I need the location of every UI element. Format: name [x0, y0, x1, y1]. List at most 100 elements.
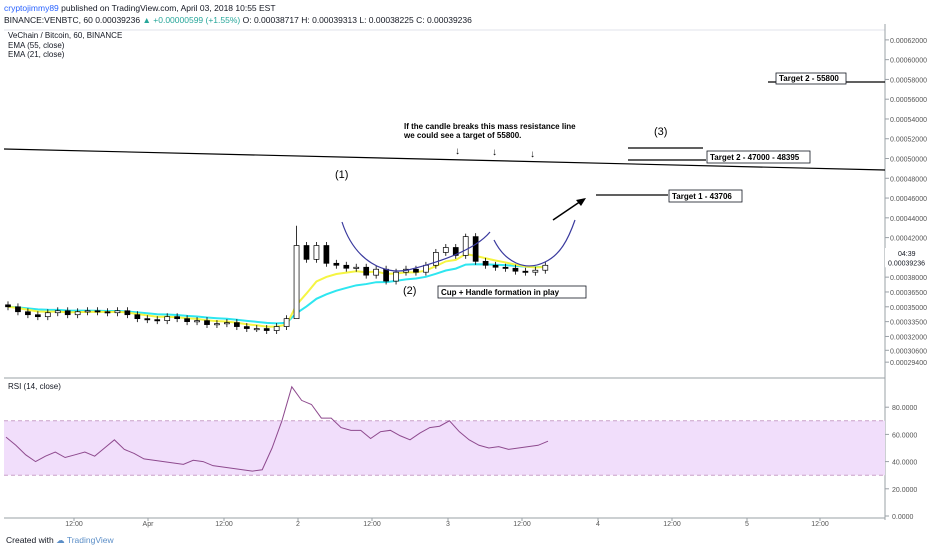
candle	[25, 311, 31, 316]
legend-rsi: RSI (14, close)	[8, 382, 61, 391]
created-with-text: Created with	[6, 535, 54, 545]
candle	[472, 236, 479, 262]
candle	[144, 318, 151, 321]
candle	[462, 236, 469, 256]
legend-title: VeChain / Bitcoin, 60, BINANCE	[8, 31, 122, 40]
resistance-note-line1: If the candle breaks this mass resistanc…	[404, 122, 576, 131]
resistance-note-box[interactable]	[399, 119, 559, 143]
arrow-head-icon	[576, 198, 586, 206]
candle	[64, 310, 71, 316]
candle	[532, 269, 539, 273]
candle	[84, 310, 91, 313]
cup-curve	[341, 221, 491, 272]
footer: Created with ☁ TradingView	[6, 535, 114, 546]
candle	[174, 316, 180, 320]
price-tick-label: 0.00042000	[890, 236, 927, 243]
author-link[interactable]: cryptojimmy89	[4, 3, 59, 13]
handle-curve	[493, 219, 576, 267]
price-tick-label: 0.00029400	[890, 360, 927, 367]
label-2: (2)	[403, 285, 416, 297]
candle	[5, 304, 11, 308]
last-price-tag	[885, 257, 931, 268]
countdown-tag	[885, 248, 931, 258]
rsi-tick-label: 20.0000	[892, 487, 917, 494]
candle	[224, 322, 230, 325]
candle	[512, 267, 519, 272]
candle	[542, 264, 549, 271]
target1-box[interactable]	[668, 189, 743, 203]
price-tick-label: 0.00062000	[890, 38, 927, 45]
time-tick-label: 12:00	[811, 521, 829, 528]
price-axis: 0.00029400 0.00030600 0.00032000 0.00033500…	[885, 38, 927, 367]
time-tick-label: 12:00	[513, 521, 531, 528]
label-1: (1)	[335, 169, 348, 181]
down-arrow-icon: ↓	[530, 149, 535, 160]
time-tick-label: 12:00	[65, 521, 83, 528]
candle	[273, 326, 280, 331]
time-tick-label: 12:00	[215, 521, 233, 528]
rsi-tick-label: 80.0000	[892, 405, 917, 412]
candle	[433, 252, 439, 266]
time-tick-label: 12:00	[663, 521, 681, 528]
rsi-tick-label: 60.0000	[892, 432, 917, 439]
candle	[413, 268, 419, 273]
candle	[243, 326, 250, 329]
candle	[184, 318, 190, 322]
candle	[134, 314, 141, 320]
candle	[373, 268, 379, 276]
price-tick-label: 0.00038000	[890, 275, 927, 282]
candle	[54, 310, 61, 314]
tradingview-brand[interactable]: TradingView	[66, 535, 114, 545]
candle	[74, 311, 81, 316]
publish-info: published on TradingView.com, April 03, …	[61, 3, 276, 13]
price-tick-label: 0.00044000	[890, 216, 927, 223]
legend-ema55: EMA (55, close)	[8, 41, 65, 50]
price-tick-label: 0.00035000	[890, 305, 927, 312]
ohlc-values: O: 0.00038717 H: 0.00039313 L: 0.0003822…	[242, 15, 472, 25]
publish-line: cryptojimmy89 published on TradingView.c…	[4, 2, 472, 14]
cup-handle-label: Cup + Handle formation in play	[441, 288, 560, 297]
time-tick-label: 4	[596, 521, 600, 528]
candle	[393, 271, 399, 282]
candle	[204, 320, 210, 325]
candle	[94, 310, 101, 313]
candle	[154, 319, 161, 322]
symbol-name: BINANCE:VENBTC, 60	[4, 15, 93, 25]
cup-handle-box[interactable]	[437, 285, 587, 299]
target1-label: Target 1 - 43706	[672, 192, 732, 201]
target2-box[interactable]	[775, 72, 847, 85]
price-tick-label: 0.00060000	[890, 58, 927, 65]
price-tick-label: 0.00054000	[890, 117, 927, 124]
target2-range-label: Target 2 - 47000 - 48395	[710, 153, 800, 162]
time-axis: 12:00 Apr 12:00 2 12:00 3 12:00 4 12:00 5 12:00	[65, 518, 829, 528]
candle	[44, 312, 51, 318]
candle	[323, 245, 330, 264]
rsi-tick-label: 0.0000	[892, 514, 914, 521]
price-tick-label: 0.00056000	[890, 97, 927, 104]
candles	[5, 225, 549, 334]
price-tick-label: 0.00052000	[890, 137, 927, 144]
target2-range-box[interactable]	[706, 150, 811, 164]
candle	[104, 311, 111, 314]
candle	[492, 264, 499, 268]
candle	[114, 310, 121, 314]
candle	[234, 322, 240, 327]
candle	[333, 262, 340, 266]
time-tick-label: 5	[745, 521, 749, 528]
symbol-line: BINANCE:VENBTC, 60 0.00039236 ▲ +0.00000…	[4, 14, 472, 26]
candle	[34, 314, 41, 318]
candle	[353, 266, 360, 269]
candle	[214, 323, 220, 326]
cloud-icon: ☁	[56, 535, 65, 545]
down-arrow-icon: ↓	[492, 147, 497, 158]
price-tick-label: 0.00032000	[890, 334, 927, 341]
price-tick-label: 0.00058000	[890, 77, 927, 84]
countdown-label: 04:39	[898, 251, 916, 258]
candle	[383, 268, 389, 282]
chart-area[interactable]: VeChain / Bitcoin, 60, BINANCE EMA (55, …	[0, 0, 932, 535]
price-change: +0.00000599 (+1.55%)	[153, 15, 241, 25]
candle	[15, 306, 21, 313]
resistance-trendline[interactable]	[3, 148, 886, 171]
legend-ema21: EMA (21, close)	[8, 50, 65, 59]
candle	[313, 245, 320, 260]
